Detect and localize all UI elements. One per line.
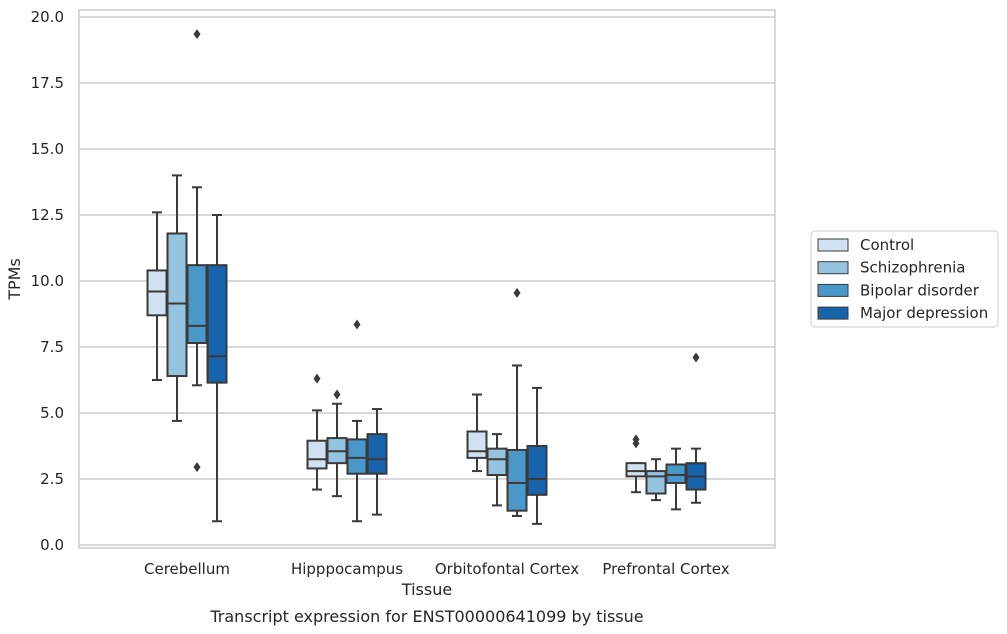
- y-tick-label: 10.0: [31, 272, 64, 290]
- outlier-point: [193, 462, 201, 473]
- box-body: [526, 445, 548, 496]
- box-control-2: [466, 393, 488, 473]
- box-major-depression-2: [526, 386, 548, 525]
- box-control-1: [306, 373, 328, 491]
- x-tick-label: Cerebellum: [144, 560, 230, 578]
- y-axis-ticks: 0.0 2.5 5.0 7.5 10.0 12.5 15.0 17.5 20.0: [31, 8, 64, 554]
- outlier-point: [313, 373, 321, 384]
- legend-swatch: [817, 238, 849, 252]
- box-body: [486, 447, 508, 477]
- box-body: [506, 448, 528, 512]
- outlier-point: [333, 389, 341, 400]
- legend-frame: [810, 230, 999, 328]
- outlier-point: [692, 352, 700, 363]
- x-tick-label: Prefrontal Cortex: [602, 560, 729, 578]
- box-body: [146, 269, 168, 317]
- x-axis-ticks: Cerebellum Hipppocampus Orbitofontal Corte…: [144, 560, 730, 578]
- box-body: [645, 470, 667, 495]
- box-body: [625, 462, 647, 478]
- boxes-layer: [146, 29, 707, 525]
- outlier-point: [632, 434, 640, 445]
- outlier-point: [193, 29, 201, 40]
- legend-label: Major depression: [860, 304, 988, 322]
- box-body: [186, 264, 208, 345]
- y-tick-label: 0.0: [40, 536, 64, 554]
- gridlines: [79, 16, 775, 546]
- box-body: [466, 430, 488, 459]
- x-tick-label: Hipppocampus: [291, 560, 403, 578]
- y-tick-label: 12.5: [31, 206, 64, 224]
- box-control-3: [625, 434, 647, 494]
- x-axis-label: Tissue: [401, 580, 452, 599]
- box-body: [665, 463, 687, 484]
- box-body: [306, 439, 328, 470]
- box-major-depression-3: [685, 352, 707, 504]
- y-tick-label: 15.0: [31, 140, 64, 158]
- y-axis-label: TPMs: [5, 258, 24, 301]
- y-tick-label: 20.0: [31, 8, 64, 26]
- legend-swatch: [817, 261, 849, 275]
- box-bipolar-disorder-2: [506, 287, 528, 517]
- legend-label: Bipolar disorder: [860, 281, 980, 299]
- legend: Control Schizophrenia Bipolar disorder Majo…: [810, 230, 999, 328]
- legend-swatch: [817, 283, 849, 297]
- box-body: [206, 264, 228, 384]
- chart-caption: Transcript expression for ENST0000064109…: [209, 607, 643, 626]
- legend-label: Schizophrenia: [860, 259, 965, 277]
- box-schizophrenia-1: [326, 389, 348, 498]
- y-tick-label: 2.5: [40, 470, 64, 488]
- box-body: [366, 433, 388, 475]
- y-tick-label: 5.0: [40, 404, 64, 422]
- box-body: [166, 232, 188, 378]
- outlier-point: [513, 287, 521, 298]
- y-tick-label: 7.5: [40, 338, 64, 356]
- outlier-point: [353, 319, 361, 330]
- x-tick-label: Orbitofontal Cortex: [435, 560, 579, 578]
- legend-swatch: [817, 306, 849, 320]
- box-control-0: [146, 211, 168, 381]
- box-bipolar-disorder-0: [186, 29, 208, 473]
- box-body: [346, 438, 368, 475]
- y-tick-label: 17.5: [31, 74, 64, 92]
- legend-label: Control: [860, 236, 914, 254]
- box-major-depression-1: [366, 408, 388, 516]
- box-major-depression-0: [206, 214, 228, 523]
